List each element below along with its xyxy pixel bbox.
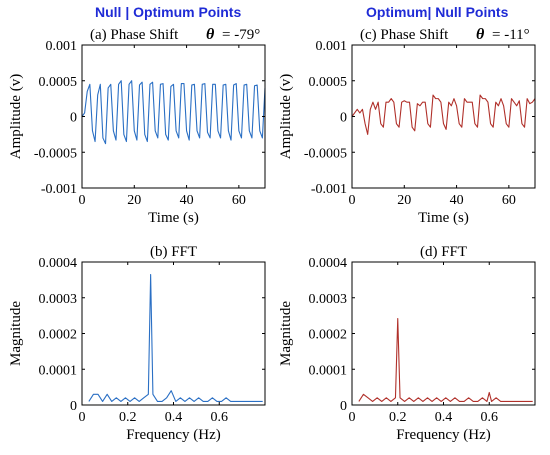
x-tick-label-d-2: 0.4 <box>435 410 453 425</box>
y-tick-label-b-4: 0 <box>70 399 77 414</box>
x-tick-label-c-0: 0 <box>349 193 356 208</box>
y-tick-label-a-0: 0.001 <box>46 39 78 54</box>
y-tick-label-c-4: -0.001 <box>311 182 347 197</box>
chart-title-a: (a) Phase Shift <box>90 27 179 43</box>
x-tick-label-a-3: 60 <box>232 193 246 208</box>
chart-title-c: (c) Phase Shift <box>360 27 449 43</box>
chart-title-d: (d) FFT <box>420 244 467 260</box>
series-line-d-0 <box>358 317 533 402</box>
series-line-a-0 <box>81 80 266 145</box>
chart-c: 0 20 40 60 0.001 0.0005 0 -0.0005 -0.001 Time (s)… <box>278 26 536 226</box>
theta-symbol-c: θ <box>476 26 485 43</box>
y-tick-label-a-1: 0.0005 <box>39 75 78 90</box>
y-tick-label-b-2: 0.0002 <box>39 328 78 343</box>
y-tick-label-a-3: -0.0005 <box>34 146 77 161</box>
x-axis-label-c: Time (s) <box>418 210 469 226</box>
theta-value-a: = -79° <box>222 27 260 43</box>
x-tick-label-a-1: 20 <box>127 193 141 208</box>
x-tick-label-b-3: 0.6 <box>211 410 229 425</box>
right-header: Optimum| Null Points <box>366 4 509 20</box>
y-axis-label-b: Magnitude <box>8 301 24 366</box>
x-axis-label-b: Frequency (Hz) <box>126 427 221 443</box>
x-tick-label-d-1: 0.2 <box>389 410 407 425</box>
x-tick-label-b-0: 0 <box>79 410 86 425</box>
y-tick-label-c-2: 0 <box>340 111 347 126</box>
y-tick-label-a-2: 0 <box>70 111 77 126</box>
x-tick-label-b-2: 0.4 <box>165 410 183 425</box>
y-tick-label-b-1: 0.0003 <box>39 292 78 307</box>
chart-d: 0 0.2 0.4 0.6 0.0004 0.0003 0.0002 0.0001 0 Frequ… <box>278 244 536 443</box>
y-tick-label-a-4: -0.001 <box>41 182 77 197</box>
x-tick-label-b-1: 0.2 <box>119 410 137 425</box>
series-line-c-0 <box>351 94 536 135</box>
chart-a: 0 20 40 60 0.001 0.0005 0 -0.0005 -0.001 Time (s)… <box>8 26 266 226</box>
y-axis-label-a: Amplitude (v) <box>8 74 24 159</box>
x-tick-label-a-0: 0 <box>79 193 86 208</box>
y-tick-label-d-0: 0.0004 <box>309 256 348 271</box>
series-line-b-0 <box>88 273 263 402</box>
x-tick-label-d-0: 0 <box>349 410 356 425</box>
plot-frame-b <box>81 261 266 406</box>
plot-frame-d <box>351 261 536 406</box>
y-tick-label-c-3: -0.0005 <box>304 146 347 161</box>
chart-title-b: (b) FFT <box>150 244 197 260</box>
x-tick-label-c-3: 60 <box>502 193 516 208</box>
y-tick-label-d-4: 0 <box>340 399 347 414</box>
y-tick-label-d-1: 0.0003 <box>309 292 348 307</box>
x-tick-label-c-2: 40 <box>450 193 464 208</box>
x-tick-label-a-2: 40 <box>180 193 194 208</box>
y-axis-label-c: Amplitude (v) <box>278 74 294 159</box>
x-axis-label-d: Frequency (Hz) <box>396 427 491 443</box>
x-tick-label-d-3: 0.6 <box>481 410 499 425</box>
y-tick-label-d-2: 0.0002 <box>309 328 348 343</box>
y-tick-label-b-3: 0.0001 <box>39 363 78 378</box>
y-tick-label-c-0: 0.001 <box>316 39 348 54</box>
y-tick-label-d-3: 0.0001 <box>309 363 348 378</box>
y-axis-label-d: Magnitude <box>278 301 294 366</box>
left-header: Null | Optimum Points <box>95 4 242 20</box>
theta-value-c: = -11° <box>492 27 530 43</box>
chart-b: 0 0.2 0.4 0.6 0.0004 0.0003 0.0002 0.0001 0 Frequ… <box>8 244 266 443</box>
y-tick-label-c-1: 0.0005 <box>309 75 348 90</box>
x-tick-label-c-1: 20 <box>397 193 411 208</box>
y-tick-label-b-0: 0.0004 <box>39 256 78 271</box>
x-axis-label-a: Time (s) <box>148 210 199 226</box>
theta-symbol-a: θ <box>206 26 215 43</box>
